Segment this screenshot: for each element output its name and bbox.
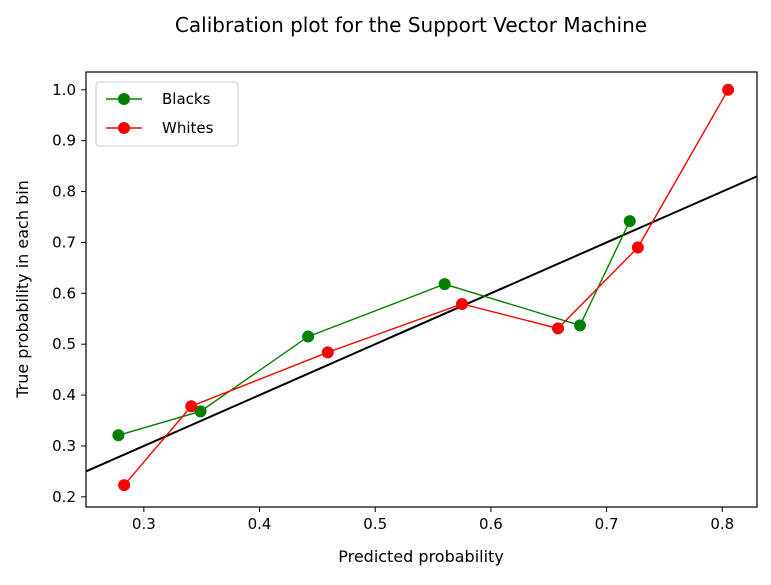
perfect-calibration-line [86,175,757,473]
x-tick-label: 0.6 [479,515,503,533]
data-point [112,429,125,442]
legend-box [95,81,239,147]
data-point [722,83,735,96]
x-tick-label: 0.3 [132,515,156,533]
legend-marker [118,122,130,134]
legend: Blacks Whites [95,81,239,147]
data-point [194,405,207,418]
legend-label: Blacks [162,90,211,108]
legend-item: Whites [106,119,214,137]
y-tick-label: 0.3 [52,437,76,455]
series-whites [118,83,735,492]
data-point [552,322,565,335]
x-tick-label: 0.7 [595,515,619,533]
data-point [438,278,451,291]
y-axis-label: True probability in each bin [13,180,32,399]
x-tick-label: 0.5 [363,515,387,533]
y-tick-label: 0.6 [52,284,76,302]
x-axis: 0.3 0.4 0.5 0.6 0.7 0.8 [132,507,734,533]
data-point [573,319,586,332]
legend-marker [118,93,130,105]
y-axis: 0.2 0.3 0.4 0.5 0.6 0.7 0.8 0.9 1.0 [52,81,86,506]
data-point [302,330,315,343]
y-tick-label: 0.2 [52,488,76,506]
y-tick-label: 0.4 [52,386,76,404]
y-tick-label: 1.0 [52,81,76,99]
x-tick-label: 0.4 [248,515,272,533]
data-point [321,346,334,359]
series-line [118,220,631,436]
data-point [185,400,198,413]
series-line [123,89,729,486]
plot-frame [85,71,758,508]
y-tick-label: 0.9 [52,132,76,150]
legend-label: Whites [162,119,214,137]
y-tick-label: 0.5 [52,335,76,353]
y-tick-label: 0.7 [52,233,76,251]
data-point [118,479,131,492]
x-tick-label: 0.8 [710,515,734,533]
series-blacks [112,215,636,442]
legend-item: Blacks [106,90,211,108]
x-axis-label: Predicted probability [338,547,504,566]
data-point [623,215,636,228]
data-point [631,241,644,254]
y-tick-label: 0.8 [52,183,76,201]
chart-title: Calibration plot for the Support Vector … [175,13,647,37]
plot-area [86,83,757,492]
data-point [455,298,468,310]
